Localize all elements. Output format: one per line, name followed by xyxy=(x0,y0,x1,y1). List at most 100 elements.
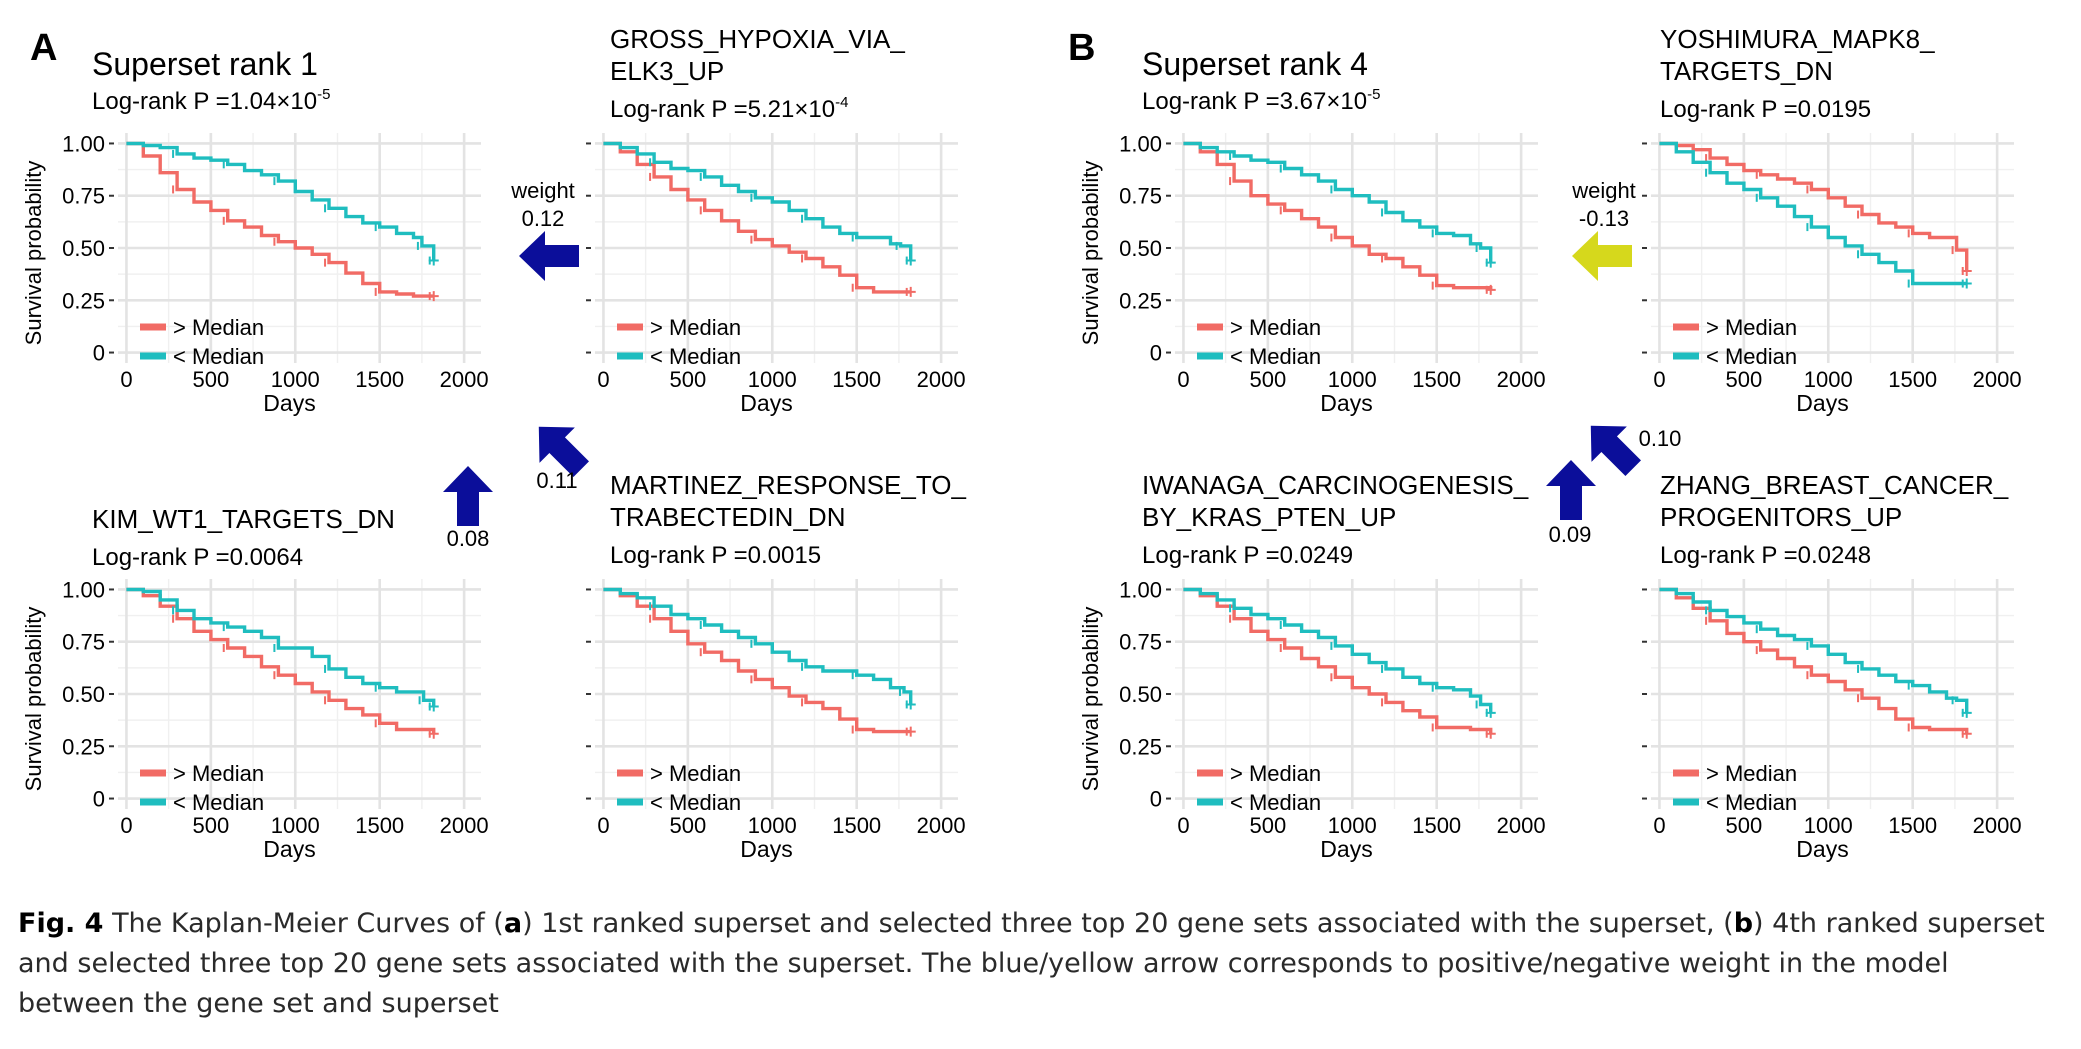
y-tick-label: 1.00 xyxy=(62,577,105,602)
caption-text-1: The Kaplan-Meier Curves of ( xyxy=(103,908,504,939)
legend-label: > Median xyxy=(650,761,741,786)
pvalue-prefix: Log-rank P =0.0249 xyxy=(1142,542,1353,569)
censor-mark-end xyxy=(428,728,439,739)
log-rank-pvalue: Log-rank P =0.0195 xyxy=(1660,96,1871,123)
x-tick-label: 500 xyxy=(1250,813,1287,838)
censor-mark-end xyxy=(1961,728,1972,739)
plot-title: PROGENITORS_UP xyxy=(1660,502,1902,532)
censor-mark-end xyxy=(428,291,439,302)
x-tick-label: 2000 xyxy=(1497,367,1546,392)
arrow-icon xyxy=(1546,460,1596,520)
y-tick-label: 0.75 xyxy=(62,630,105,655)
pvalue-prefix: Log-rank P =0.0195 xyxy=(1660,96,1871,123)
plot-title: MARTINEZ_RESPONSE_TO_ xyxy=(610,470,966,500)
km-curve-above-median xyxy=(1183,141,1493,290)
caption-text-2: ) 1st ranked superset and selected three… xyxy=(522,908,1734,939)
weight-arrow-b-diag: 0.10 xyxy=(1590,425,1682,476)
weight-value: -0.13 xyxy=(1579,206,1629,231)
arrow-icon xyxy=(443,466,493,526)
x-tick-label: 0 xyxy=(597,367,609,392)
x-tick-label: 2000 xyxy=(1497,813,1546,838)
x-tick-label: 1500 xyxy=(355,367,404,392)
x-tick-label: 0 xyxy=(120,367,132,392)
x-tick-label: 500 xyxy=(193,813,230,838)
plot-title: Superset rank 1 xyxy=(92,46,318,82)
y-tick-label: 0.25 xyxy=(62,734,105,759)
km-curve-below-median xyxy=(1183,141,1493,263)
censor-mark-end xyxy=(905,699,916,710)
y-tick-label: 1.00 xyxy=(1119,577,1162,602)
y-axis-title: Survival probability xyxy=(21,161,46,346)
pvalue-mantissa: 5.21×10 xyxy=(748,96,835,123)
y-tick-label: 0.75 xyxy=(1119,630,1162,655)
censor-mark-end xyxy=(1485,284,1496,295)
x-tick-label: 1500 xyxy=(832,367,881,392)
x-tick-label: 1000 xyxy=(748,367,797,392)
y-axis-title: Survival probability xyxy=(1078,161,1103,346)
x-tick-label: 1500 xyxy=(832,813,881,838)
y-tick-label: 0.25 xyxy=(1119,288,1162,313)
km-curve-below-median xyxy=(1659,141,1967,286)
km-curve-above-median xyxy=(603,141,911,294)
censor-mark-end xyxy=(905,286,916,297)
plot-title: YOSHIMURA_MAPK8_ xyxy=(1660,24,1935,54)
x-tick-label: 1000 xyxy=(1328,813,1377,838)
censor-mark-end xyxy=(1961,266,1972,276)
x-tick-label: 2000 xyxy=(1973,367,2022,392)
x-axis-title: Days xyxy=(263,836,315,862)
x-tick-label: 1000 xyxy=(748,813,797,838)
y-axis-title: Survival probability xyxy=(1078,607,1103,792)
x-tick-label: 1500 xyxy=(1888,367,1937,392)
legend-label: < Median xyxy=(1230,790,1321,815)
x-tick-label: 1000 xyxy=(1804,367,1853,392)
pvalue-prefix: Log-rank P = xyxy=(610,96,748,123)
censor-mark-end xyxy=(1961,707,1972,718)
pvalue-prefix: Log-rank P =0.0248 xyxy=(1660,542,1871,569)
figure-caption: Fig. 4 The Kaplan-Meier Curves of (a) 1s… xyxy=(18,904,2058,1024)
km-plot-b2: YOSHIMURA_MAPK8_TARGETS_DN Log-rank P =0.… xyxy=(1642,24,2022,416)
censor-mark-end xyxy=(1485,707,1496,718)
legend-label: < Median xyxy=(1230,344,1321,369)
x-tick-label: 0 xyxy=(1653,367,1665,392)
y-tick-label: 0.50 xyxy=(62,682,105,707)
panel-letter-b: B xyxy=(1068,27,1095,69)
legend-label: < Median xyxy=(650,790,741,815)
plot-title: KIM_WT1_TARGETS_DN xyxy=(92,504,395,534)
pvalue-prefix: Log-rank P = xyxy=(92,88,230,115)
km-curve-below-median xyxy=(126,587,436,707)
x-axis-title: Days xyxy=(740,390,792,416)
plot-title: TRABECTEDIN_DN xyxy=(610,502,845,532)
pvalue-prefix: Log-rank P =0.0064 xyxy=(92,544,303,571)
x-tick-label: 500 xyxy=(1726,813,1763,838)
x-tick-label: 500 xyxy=(670,813,707,838)
y-tick-label: 0 xyxy=(1150,787,1162,812)
plot-title: IWANAGA_CARCINOGENESIS_ xyxy=(1142,470,1529,500)
legend-label: > Median xyxy=(1706,761,1797,786)
caption-text-3: ) 4th ranked superset and selected three… xyxy=(18,908,2045,1019)
plot-title: Superset rank 4 xyxy=(1142,46,1368,82)
plots-layer: Superset rank 1 Log-rank P =1.04×10-5 0 500… xyxy=(21,24,2022,862)
km-plot-b1: Superset rank 4 Log-rank P =3.67×10-5 0 500… xyxy=(1078,46,1546,416)
pvalue-prefix: Log-rank P = xyxy=(1142,88,1280,115)
plot-title: GROSS_HYPOXIA_VIA_ xyxy=(610,24,905,54)
pvalue-exponent: -5 xyxy=(1367,86,1380,103)
weight-value: 0.10 xyxy=(1639,426,1682,451)
log-rank-pvalue: Log-rank P =1.04×10-5 xyxy=(92,86,330,115)
censor-mark-end xyxy=(428,255,439,266)
x-axis-title: Days xyxy=(1796,836,1848,862)
censor-mark-end xyxy=(905,255,916,266)
y-tick-label: 1.00 xyxy=(1119,131,1162,156)
km-plot-b4: ZHANG_BREAST_CANCER_PROGENITORS_UP Log-ra… xyxy=(1642,470,2022,862)
x-tick-label: 2000 xyxy=(917,367,966,392)
x-tick-label: 2000 xyxy=(440,813,489,838)
km-plot-a3: KIM_WT1_TARGETS_DN Log-rank P =0.0064 0 500… xyxy=(21,504,489,862)
arrow-icon xyxy=(538,426,589,477)
legend-label: > Median xyxy=(173,315,264,340)
x-axis-title: Days xyxy=(740,836,792,862)
log-rank-pvalue: Log-rank P =0.0248 xyxy=(1660,542,1871,569)
x-axis-title: Days xyxy=(1320,390,1372,416)
weight-arrow-a-diag: 0.11 xyxy=(536,426,589,493)
x-tick-label: 0 xyxy=(597,813,609,838)
x-tick-label: 1500 xyxy=(355,813,404,838)
km-plot-a2: GROSS_HYPOXIA_VIA_ELK3_UP Log-rank P =5.2… xyxy=(586,24,966,416)
